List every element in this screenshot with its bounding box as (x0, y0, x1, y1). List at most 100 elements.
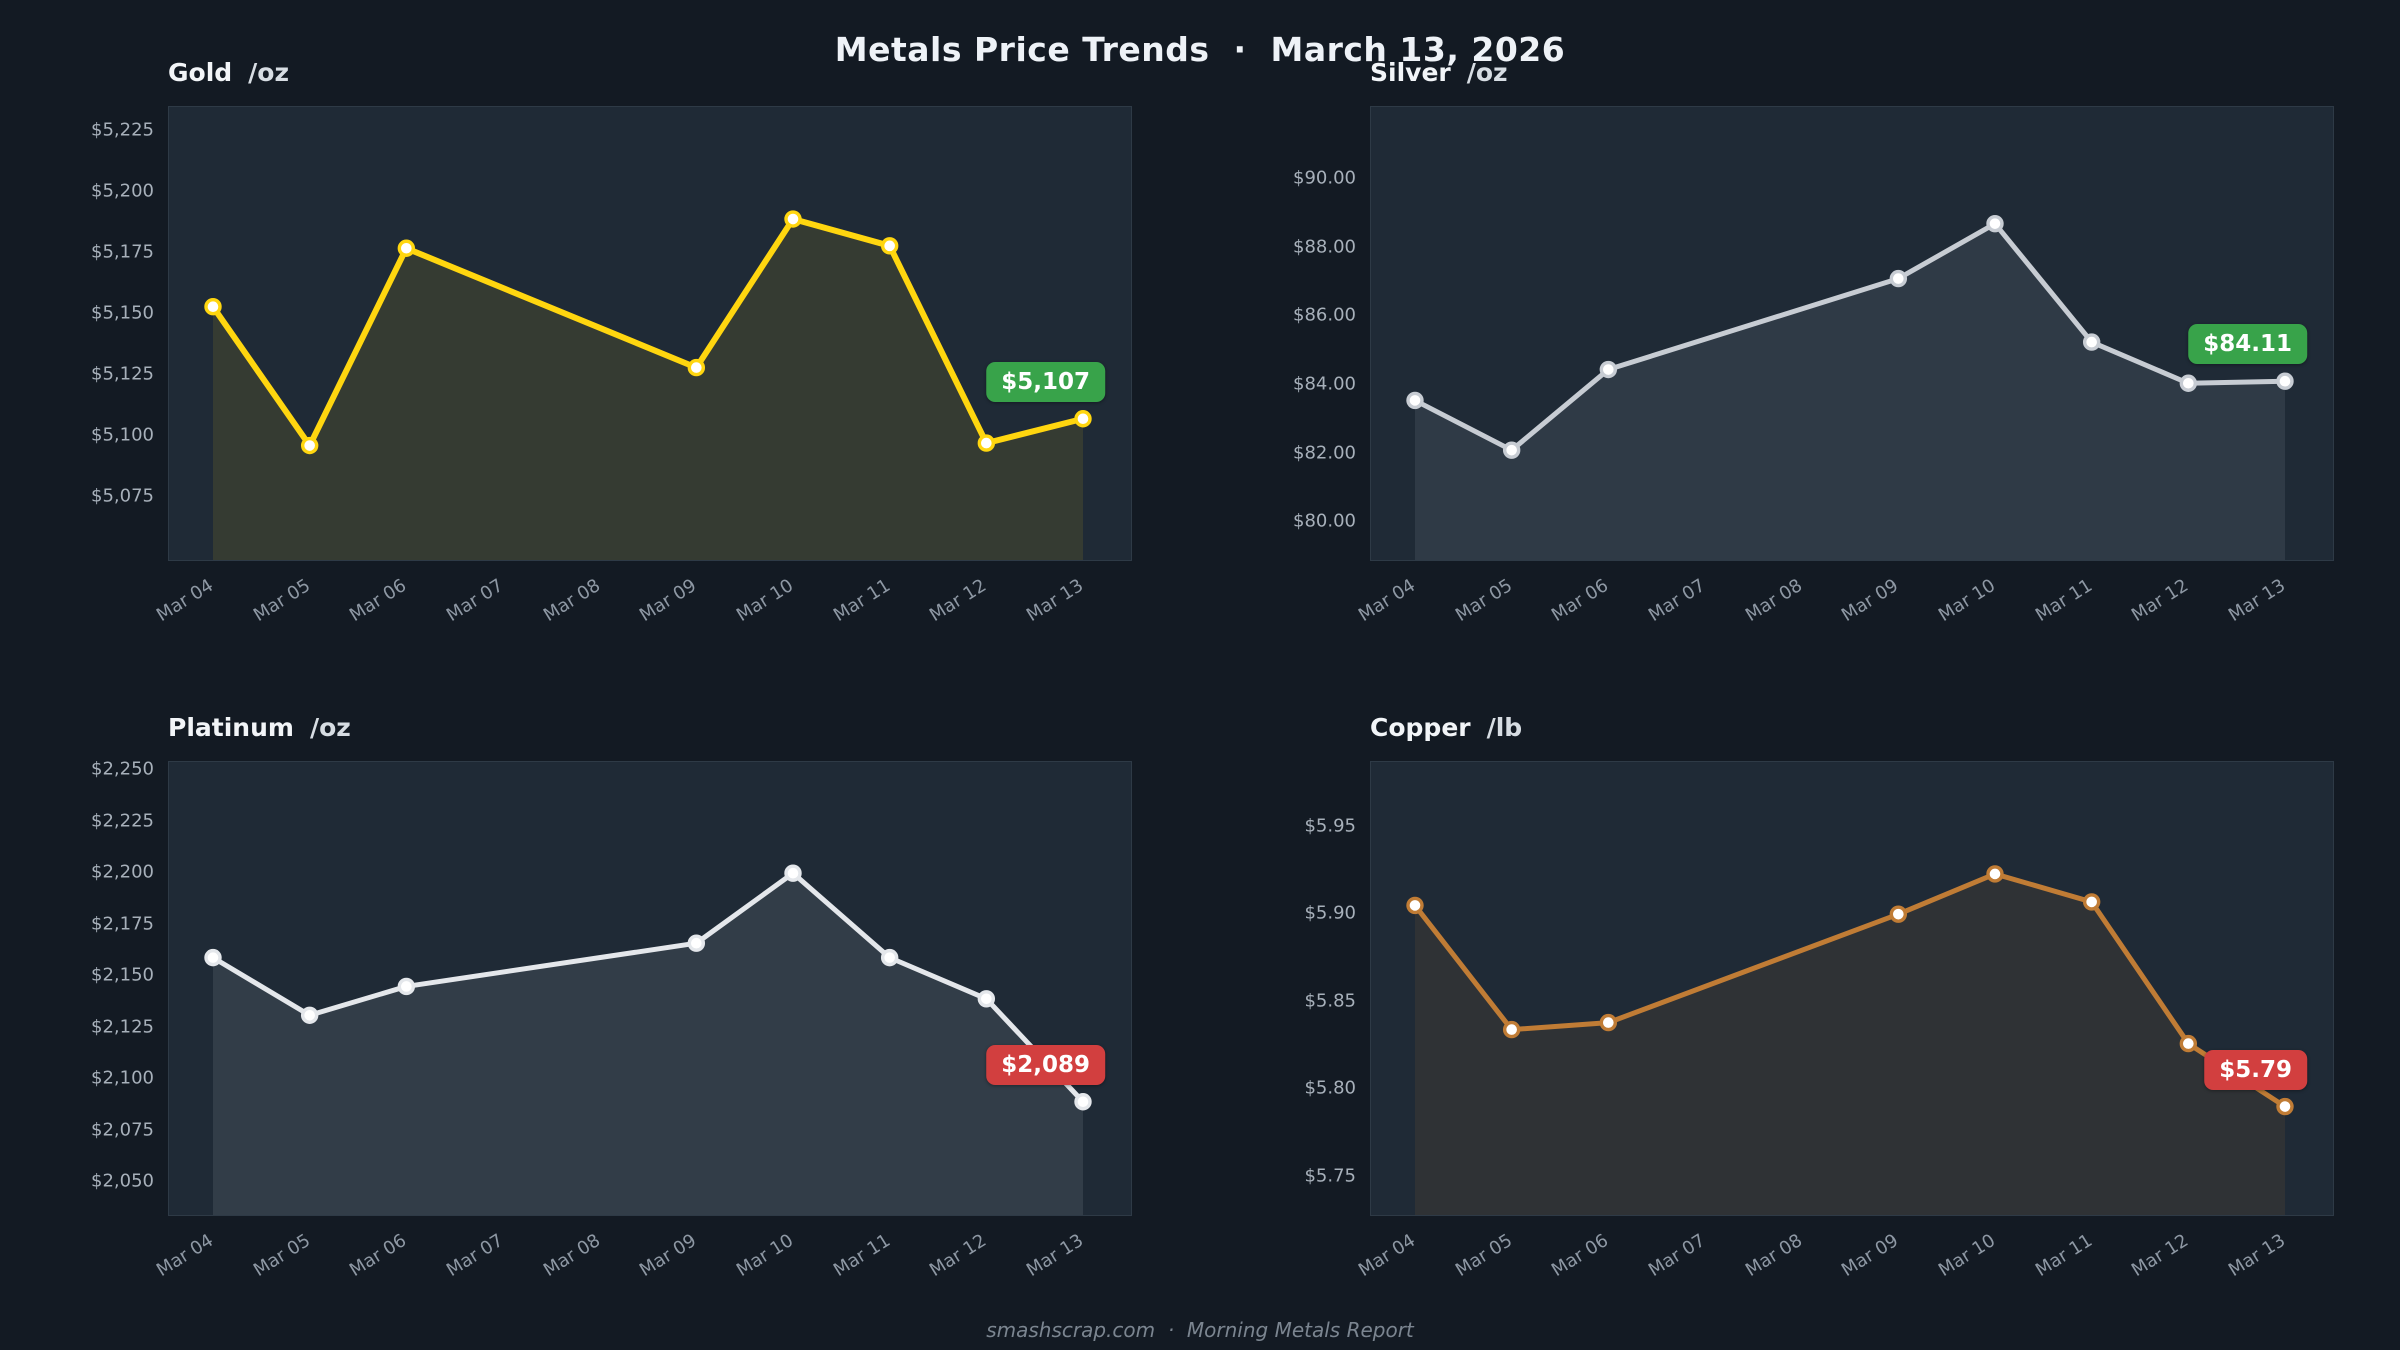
y-axis-tick-label: $2,075 (91, 1119, 154, 1141)
chart-title-unit: /lb (1486, 713, 1523, 742)
chart-title-metal: Gold (168, 58, 233, 87)
series-line (210, 870, 1086, 1105)
x-axis-tick-label: Mar 06 (346, 575, 411, 626)
x-axis-tick-label: Mar 06 (346, 1230, 411, 1281)
data-point-marker (1406, 896, 1424, 915)
platinum-chart-title: Platinum/oz (168, 713, 351, 742)
data-point-marker (784, 864, 802, 882)
copper-last-price-badge: $5.79 (2204, 1049, 2307, 1090)
x-axis-tick-label: Mar 12 (2128, 1230, 2193, 1281)
y-axis-tick-label: $5,075 (91, 485, 154, 507)
y-axis-tick-label: $5,125 (91, 363, 154, 385)
x-axis-tick-label: Mar 04 (1354, 575, 1420, 626)
data-point-marker (204, 948, 222, 967)
y-axis-tick-label: $2,150 (91, 964, 154, 986)
data-point-marker (300, 1006, 319, 1024)
data-point-marker (2082, 893, 2101, 911)
x-axis-tick-label: Mar 10 (732, 1230, 798, 1281)
area-fill (1415, 873, 2285, 1215)
data-point-marker (880, 948, 899, 967)
silver-last-price-badge: $84.11 (2188, 324, 2307, 365)
y-axis-tick-label: $2,250 (91, 758, 154, 780)
x-axis-tick-label: Mar 11 (829, 575, 894, 626)
data-point-marker (1502, 1020, 1521, 1039)
platinum-price-line (204, 864, 1092, 1215)
data-point-marker (977, 990, 996, 1008)
data-point-marker (1074, 410, 1092, 428)
copper-chart-panel: Copper/lb $5.95 $5.90 $5.85 $5.80 $5.75 $5.7… (1262, 705, 2334, 1305)
data-point-marker (300, 436, 319, 455)
y-axis-tick-label: $5,200 (91, 180, 154, 202)
x-axis-tick-label: Mar 12 (926, 575, 991, 626)
y-axis-tick-label: $5.90 (1304, 902, 1356, 924)
data-point-marker (204, 298, 222, 316)
data-point-marker (1889, 905, 1908, 923)
gold-y-axis: $5,225 $5,200 $5,175 $5,150 $5,125 $5,100 $5,0… (60, 106, 154, 559)
data-point-marker (1986, 865, 2004, 883)
data-point-marker (1406, 391, 1424, 410)
x-axis-tick-label: Mar 08 (1741, 575, 1806, 626)
copper-plot-area: $5.79 (1370, 761, 2334, 1216)
x-axis-tick-label: Mar 11 (829, 1230, 894, 1281)
silver-chart-title: Silver/oz (1370, 58, 1508, 87)
x-axis-tick-label: Mar 07 (1644, 575, 1710, 626)
y-axis-tick-label: $2,050 (91, 1170, 154, 1192)
copper-chart-title: Copper/lb (1370, 713, 1522, 742)
x-axis-tick-label: Mar 05 (1451, 1230, 1516, 1281)
y-axis-tick-label: $2,200 (91, 861, 154, 883)
data-point-marker (687, 358, 706, 377)
silver-chart-panel: Silver/oz $90.00 $88.00 $86.00 $84.00 $82.00… (1262, 50, 2334, 650)
silver-plot-area: $84.11 (1370, 106, 2334, 561)
x-axis-tick-label: Mar 08 (539, 575, 604, 626)
data-point-marker (1502, 441, 1521, 459)
y-axis-tick-label: $2,225 (91, 810, 154, 832)
platinum-last-price-badge: $2,089 (986, 1044, 1105, 1085)
y-axis-tick-label: $84.00 (1293, 373, 1356, 395)
gold-chart-title: Gold/oz (168, 58, 289, 87)
x-axis-tick-label: Mar 08 (1741, 1230, 1806, 1281)
series-line (1412, 221, 2288, 453)
y-axis-tick-label: $5.95 (1304, 815, 1356, 837)
gold-last-price-badge: $5,107 (986, 361, 1105, 402)
y-axis-tick-label: $90.00 (1293, 167, 1356, 189)
copper-y-axis: $5.95 $5.90 $5.85 $5.80 $5.75 (1262, 761, 1356, 1214)
badge-label: $5.79 (2219, 1056, 2292, 1083)
data-point-marker (397, 977, 416, 996)
x-axis-tick-label: Mar 07 (442, 575, 508, 626)
gold-x-axis: Mar 04 Mar 05 Mar 06 Mar 07 Mar 08 Mar 09 Mar … (153, 567, 1130, 647)
data-point-marker (397, 239, 416, 257)
x-axis-tick-label: Mar 09 (1838, 575, 1903, 626)
area-fill (213, 219, 1083, 560)
silver-x-axis: Mar 04 Mar 05 Mar 06 Mar 07 Mar 08 Mar 09 Mar … (1355, 567, 2332, 647)
y-axis-tick-label: $2,125 (91, 1016, 154, 1038)
data-point-marker (2179, 374, 2198, 392)
data-point-marker (2179, 1034, 2198, 1053)
x-axis-tick-label: Mar 12 (926, 1230, 991, 1281)
y-axis-tick-label: $80.00 (1293, 510, 1356, 532)
data-point-marker (1889, 269, 1908, 288)
x-axis-tick-label: Mar 07 (442, 1230, 508, 1281)
platinum-chart-panel: Platinum/oz $2,250 $2,225 $2,200 $2,175 $2,1… (60, 705, 1132, 1305)
gold-plot-area: $5,107 (168, 106, 1132, 561)
y-axis-tick-label: $5,100 (91, 424, 154, 446)
x-axis-tick-label: Mar 11 (2031, 1230, 2096, 1281)
y-axis-tick-label: $5,175 (91, 241, 154, 263)
platinum-x-axis: Mar 04 Mar 05 Mar 06 Mar 07 Mar 08 Mar 09 Mar … (153, 1222, 1130, 1302)
data-point-marker (1599, 360, 1618, 379)
x-axis-tick-label: Mar 04 (152, 575, 218, 626)
page-title: Metals Price Trends · March 13, 2026 (834, 30, 1566, 69)
series-line (1412, 871, 2288, 1110)
x-axis-tick-label: Mar 06 (1548, 575, 1613, 626)
chart-title-metal: Platinum (168, 713, 294, 742)
x-axis-tick-label: Mar 09 (1838, 1230, 1903, 1281)
x-axis-tick-label: Mar 09 (636, 1230, 701, 1281)
y-axis-tick-label: $5.75 (1304, 1165, 1356, 1186)
chart-title-unit: /oz (309, 713, 351, 742)
x-axis-tick-label: Mar 05 (249, 1230, 314, 1281)
data-point-marker (2276, 372, 2294, 390)
data-point-marker (880, 237, 899, 255)
badge-label: $2,089 (1001, 1051, 1090, 1078)
chart-title-unit: /oz (1466, 58, 1508, 87)
x-axis-tick-label: Mar 10 (732, 575, 798, 626)
x-axis-tick-label: Mar 08 (539, 1230, 604, 1281)
